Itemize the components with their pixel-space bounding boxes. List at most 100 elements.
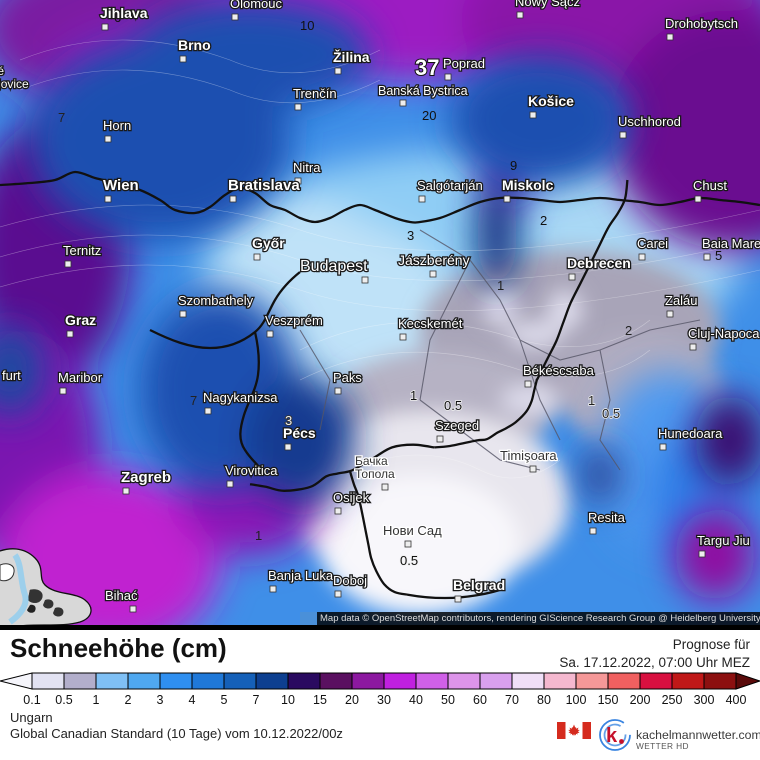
svg-text:5: 5: [221, 693, 228, 707]
svg-text:3: 3: [157, 693, 164, 707]
svg-text:70: 70: [505, 693, 519, 707]
svg-text:300: 300: [694, 693, 715, 707]
svg-text:Békéscsaba: Békéscsaba: [523, 363, 595, 378]
svg-text:37: 37: [415, 55, 439, 80]
svg-text:20: 20: [345, 693, 359, 707]
svg-text:Bratislava: Bratislava: [228, 177, 300, 194]
svg-text:150: 150: [598, 693, 619, 707]
svg-text:200: 200: [630, 693, 651, 707]
svg-text:Zaláu: Zaláu: [665, 293, 698, 308]
svg-text:Uschhorod: Uschhorod: [618, 114, 681, 129]
svg-text:Belgrad: Belgrad: [453, 577, 505, 593]
svg-text:Бачка: Бачка: [355, 454, 388, 468]
svg-text:20: 20: [422, 108, 436, 123]
svg-text:10: 10: [281, 693, 295, 707]
svg-text:Schneehöhe (cm): Schneehöhe (cm): [10, 633, 227, 663]
svg-text:Нови Сад: Нови Сад: [383, 523, 442, 538]
svg-text:Chust: Chust: [693, 178, 727, 193]
svg-text:Trenčín: Trenčín: [293, 86, 337, 101]
svg-text:Ungarn: Ungarn: [10, 710, 53, 725]
svg-text:Budapest: Budapest: [300, 258, 368, 275]
svg-text:2: 2: [125, 693, 132, 707]
svg-text:Cluj-Napoca: Cluj-Napoca: [688, 326, 760, 341]
svg-text:Szeged: Szeged: [435, 418, 479, 433]
svg-text:Drohobytsch: Drohobytsch: [665, 16, 738, 31]
svg-text:0.5: 0.5: [400, 553, 418, 568]
svg-text:Hunedoara: Hunedoara: [658, 426, 723, 441]
svg-text:Paks: Paks: [333, 370, 362, 385]
svg-text:3: 3: [407, 228, 414, 243]
svg-text:Bihać: Bihać: [105, 588, 138, 603]
svg-text:Jihlava: Jihlava: [100, 5, 148, 21]
svg-text:Global Canadian Standard (10 T: Global Canadian Standard (10 Tage) vom 1…: [10, 726, 343, 741]
svg-text:Brno: Brno: [178, 37, 211, 53]
svg-text:Žilina: Žilina: [333, 48, 370, 65]
svg-text:Miskolc: Miskolc: [502, 177, 554, 193]
svg-text:Тополa: Тополa: [355, 467, 395, 481]
svg-text:7: 7: [253, 693, 260, 707]
svg-text:Targu Jiu: Targu Jiu: [697, 533, 750, 548]
svg-text:Maribor: Maribor: [58, 370, 103, 385]
svg-text:Baia Mare: Baia Mare: [702, 236, 760, 251]
svg-text:Budějovice: Budějovice: [0, 77, 29, 91]
svg-text:Poprad: Poprad: [443, 56, 485, 71]
svg-text:1: 1: [255, 528, 262, 543]
svg-text:40: 40: [409, 693, 423, 707]
svg-text:30: 30: [377, 693, 391, 707]
svg-text:0.5: 0.5: [444, 398, 462, 413]
svg-text:Doboj: Doboj: [333, 573, 367, 588]
svg-text:2: 2: [540, 213, 547, 228]
svg-text:Timişoara: Timişoara: [500, 448, 557, 463]
svg-text:0.5: 0.5: [602, 406, 620, 421]
svg-text:2: 2: [625, 323, 632, 338]
svg-text:1: 1: [410, 388, 417, 403]
svg-text:Jászberény: Jászberény: [398, 252, 470, 268]
svg-text:1: 1: [93, 693, 100, 707]
svg-text:Pécs: Pécs: [283, 425, 316, 441]
svg-text:Nitra: Nitra: [293, 160, 321, 175]
svg-text:Prognose für: Prognose für: [673, 637, 751, 652]
svg-text:WETTER HD: WETTER HD: [636, 741, 689, 751]
svg-text:Olomouc: Olomouc: [230, 0, 283, 11]
svg-text:k: k: [606, 725, 618, 747]
svg-text:Košice: Košice: [528, 93, 574, 109]
svg-text:4: 4: [189, 693, 196, 707]
svg-text:250: 250: [662, 693, 683, 707]
svg-text:Banja Luka: Banja Luka: [268, 568, 334, 583]
svg-text:Sa. 17.12.2022, 07:00 Uhr MEZ: Sa. 17.12.2022, 07:00 Uhr MEZ: [559, 655, 750, 670]
svg-text:100: 100: [566, 693, 587, 707]
svg-text:7: 7: [190, 393, 197, 408]
svg-text:7: 7: [58, 110, 65, 125]
svg-text:1: 1: [588, 393, 595, 408]
svg-text:400: 400: [726, 693, 747, 707]
svg-text:Kecskemét: Kecskemét: [398, 316, 463, 331]
svg-text:9: 9: [510, 158, 517, 173]
svg-text:Horn: Horn: [103, 118, 131, 133]
svg-text:Osijek: Osijek: [333, 490, 370, 505]
svg-text:Banská Bystrica: Banská Bystrica: [378, 84, 468, 98]
svg-text:Resita: Resita: [588, 510, 626, 525]
svg-text:Graz: Graz: [65, 312, 96, 328]
svg-text:0.5: 0.5: [55, 693, 72, 707]
svg-text:1: 1: [497, 278, 504, 293]
svg-text:0.1: 0.1: [23, 693, 40, 707]
svg-text:Debrecen: Debrecen: [567, 255, 631, 271]
svg-text:Győr: Győr: [252, 235, 285, 251]
svg-text:15: 15: [313, 693, 327, 707]
svg-text:Szombathely: Szombathely: [178, 293, 254, 308]
svg-text:Salgótarján: Salgótarján: [417, 178, 483, 193]
svg-text:Ternitz: Ternitz: [63, 243, 101, 258]
svg-text:Nowy Sącz: Nowy Sącz: [515, 0, 580, 9]
svg-text:Zagreb: Zagreb: [121, 469, 171, 486]
svg-text:České: České: [0, 63, 4, 78]
svg-text:Carei: Carei: [637, 236, 668, 251]
svg-text:Veszprém: Veszprém: [265, 313, 323, 328]
svg-text:Wien: Wien: [103, 177, 139, 194]
svg-text:furt: furt: [2, 368, 21, 383]
svg-text:60: 60: [473, 693, 487, 707]
svg-text:Virovitica: Virovitica: [225, 463, 278, 478]
svg-text:Nagykanizsa: Nagykanizsa: [203, 390, 278, 405]
svg-text:80: 80: [537, 693, 551, 707]
svg-text:kachelmannwetter.com: kachelmannwetter.com: [636, 728, 760, 742]
svg-text:10: 10: [300, 18, 314, 33]
